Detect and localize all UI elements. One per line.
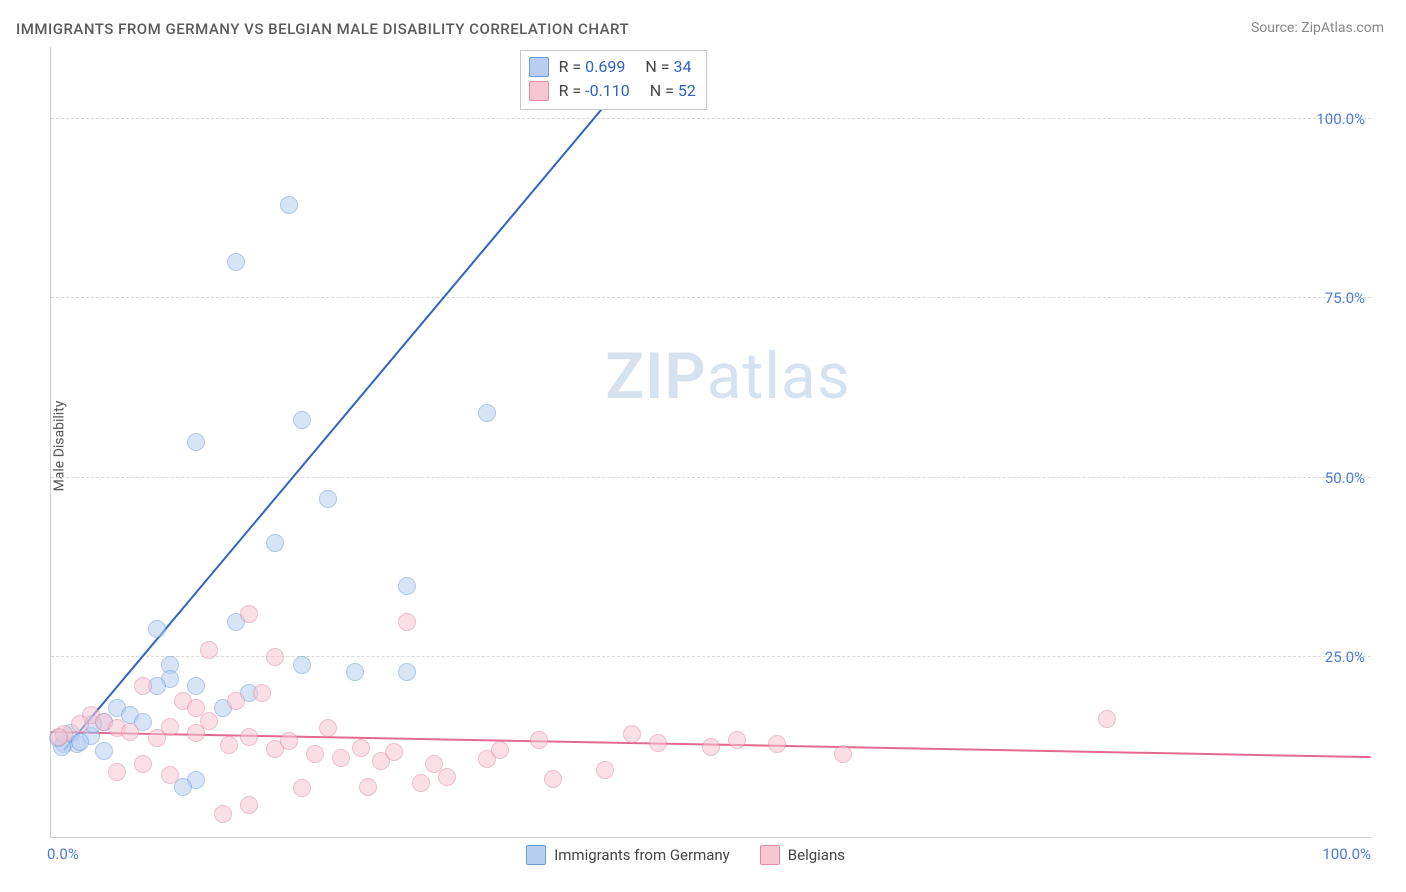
- point-belgium: [121, 723, 139, 741]
- swatch-belgium: [529, 81, 549, 101]
- point-belgium: [623, 725, 641, 743]
- point-belgium: [108, 763, 126, 781]
- point-belgium: [412, 774, 430, 792]
- point-belgium: [253, 684, 271, 702]
- point-belgium: [71, 715, 89, 733]
- point-belgium: [359, 778, 377, 796]
- gridline: [51, 477, 1371, 478]
- point-belgium: [227, 692, 245, 710]
- point-belgium: [134, 677, 152, 695]
- point-belgium: [1098, 710, 1116, 728]
- point-belgium: [544, 770, 562, 788]
- stat-n-belgium: N = 52: [650, 79, 696, 103]
- point-belgium: [161, 766, 179, 784]
- point-belgium: [134, 755, 152, 773]
- point-belgium: [596, 761, 614, 779]
- legend-item-belgium: Belgians: [760, 845, 845, 865]
- stat-r-germany: R = 0.699: [559, 55, 626, 79]
- stats-box: R = 0.699 N = 34 R = -0.110 N = 52: [520, 50, 707, 110]
- ytick-label: 50.0%: [1325, 469, 1365, 487]
- watermark-zip: ZIP: [605, 339, 706, 414]
- legend-swatch-belgium: [760, 845, 780, 865]
- point-belgium: [200, 641, 218, 659]
- gridline: [51, 118, 1371, 119]
- point-belgium: [834, 745, 852, 763]
- point-belgium: [240, 796, 258, 814]
- ytick-label: 75.0%: [1325, 289, 1365, 307]
- chart-title: IMMIGRANTS FROM GERMANY VS BELGIAN MALE …: [16, 20, 629, 38]
- stat-r-belgium: R = -0.110: [559, 79, 630, 103]
- point-germany: [293, 411, 311, 429]
- trend-line-germany: [63, 88, 619, 750]
- legend-swatch-germany: [526, 845, 546, 865]
- point-belgium: [293, 779, 311, 797]
- stat-n-germany: N = 34: [645, 55, 691, 79]
- point-belgium: [214, 805, 232, 823]
- point-belgium: [161, 718, 179, 736]
- watermark: ZIPatlas: [605, 339, 850, 414]
- point-belgium: [280, 732, 298, 750]
- point-germany: [478, 404, 496, 422]
- point-belgium: [240, 605, 258, 623]
- point-germany: [280, 196, 298, 214]
- xtick-label: 0.0%: [47, 845, 79, 863]
- point-belgium: [352, 739, 370, 757]
- ytick-label: 100.0%: [1316, 110, 1365, 128]
- point-belgium: [398, 613, 416, 631]
- point-belgium: [240, 728, 258, 746]
- point-belgium: [50, 728, 68, 746]
- legend-label-belgium: Belgians: [788, 846, 845, 864]
- point-belgium: [200, 712, 218, 730]
- point-belgium: [319, 719, 337, 737]
- stats-row-germany: R = 0.699 N = 34: [529, 55, 696, 79]
- point-belgium: [530, 731, 548, 749]
- point-germany: [319, 490, 337, 508]
- point-germany: [398, 663, 416, 681]
- point-germany: [187, 677, 205, 695]
- point-germany: [398, 577, 416, 595]
- point-germany: [266, 534, 284, 552]
- plot-area: ZIPatlas 25.0%50.0%75.0%100.0%0.0%100.0%…: [50, 47, 1371, 838]
- point-belgium: [385, 743, 403, 761]
- point-germany: [71, 733, 89, 751]
- point-belgium: [332, 749, 350, 767]
- point-germany: [148, 620, 166, 638]
- legend-item-germany: Immigrants from Germany: [526, 845, 730, 865]
- point-belgium: [649, 734, 667, 752]
- point-germany: [95, 742, 113, 760]
- ytick-label: 25.0%: [1325, 648, 1365, 666]
- gridline: [51, 656, 1371, 657]
- legend-label-germany: Immigrants from Germany: [554, 846, 730, 864]
- point-germany: [227, 253, 245, 271]
- point-germany: [293, 656, 311, 674]
- point-belgium: [220, 736, 238, 754]
- point-germany: [187, 433, 205, 451]
- gridline: [51, 297, 1371, 298]
- chart-container: IMMIGRANTS FROM GERMANY VS BELGIAN MALE …: [0, 0, 1406, 892]
- point-belgium: [491, 741, 509, 759]
- stats-row-belgium: R = -0.110 N = 52: [529, 79, 696, 103]
- source-label: Source: ZipAtlas.com: [1251, 20, 1384, 36]
- swatch-germany: [529, 57, 549, 77]
- point-belgium: [768, 735, 786, 753]
- point-belgium: [438, 768, 456, 786]
- xtick-label: 100.0%: [1322, 845, 1371, 863]
- point-belgium: [306, 745, 324, 763]
- watermark-atlas: atlas: [707, 339, 851, 414]
- bottom-legend: Immigrants from Germany Belgians: [526, 845, 845, 865]
- point-belgium: [266, 648, 284, 666]
- point-belgium: [702, 738, 720, 756]
- point-germany: [346, 663, 364, 681]
- point-belgium: [728, 731, 746, 749]
